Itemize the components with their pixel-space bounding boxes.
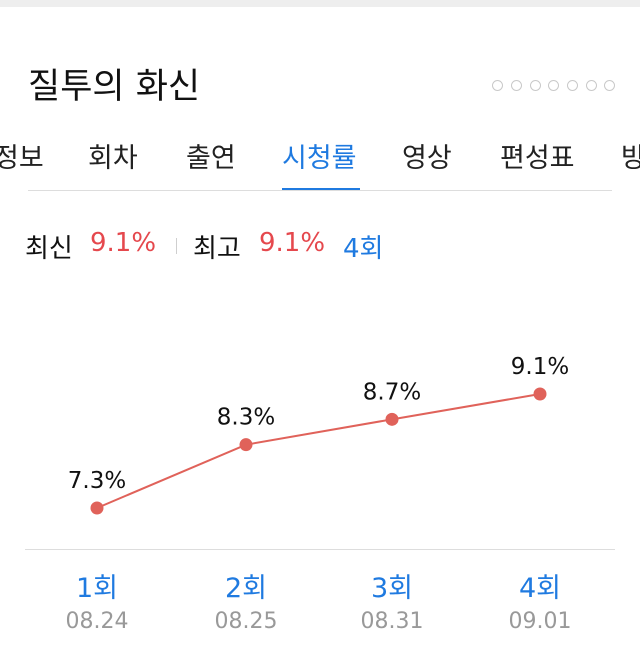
tab-ratings[interactable]: 시청률 [282,143,357,174]
page-dot[interactable] [492,80,503,91]
data-point [533,387,547,401]
tab-cast[interactable]: 출연 [186,143,236,174]
tab-more[interactable]: 방 [621,143,640,174]
air-date-label: 08.31 [360,609,424,634]
air-date-label: 08.24 [65,609,129,634]
best-label: 최고 [193,234,241,264]
page-title: 질투의 화신 [28,67,201,107]
data-label: 9.1% [511,354,569,380]
episode-tick[interactable]: 1회 08.24 [37,566,157,634]
data-label: 7.3% [68,468,126,494]
tab-schedule[interactable]: 편성표 [500,143,575,174]
tab-bar: 정보 회차 출연 시청률 영상 편성표 방 [0,128,640,192]
episode-label: 4회 [518,573,562,604]
episode-tick[interactable]: 3회 08.31 [332,566,452,634]
active-tab-indicator [282,188,360,191]
tab-info[interactable]: 정보 [0,143,44,174]
data-label: 8.7% [363,379,421,405]
episode-label: 2회 [224,573,268,604]
chart-baseline [25,549,615,550]
data-point [385,412,399,426]
ratings-line [96,393,541,509]
page-dot-active[interactable] [548,80,559,91]
page-dot[interactable] [586,80,597,91]
page-dot[interactable] [604,80,615,91]
summary-separator [176,238,177,254]
tab-videos[interactable]: 영상 [402,143,452,174]
episode-label: 1회 [75,573,119,604]
episode-tick[interactable]: 4회 09.01 [480,566,600,634]
latest-value: 9.1% [90,228,157,258]
latest-label: 최신 [25,234,73,264]
page-dot[interactable] [530,80,541,91]
episode-label: 3회 [370,573,414,604]
air-date-label: 08.25 [214,609,278,634]
air-date-label: 09.01 [508,609,572,634]
best-episode: 4회 [343,234,384,264]
page-dot[interactable] [511,80,522,91]
ratings-line-chart: 7.3% 8.3% 8.7% 9.1% [68,354,569,515]
tabs-divider [28,190,612,191]
episode-tick[interactable]: 2회 08.25 [186,566,306,634]
data-point [239,438,253,452]
page-dot[interactable] [567,80,578,91]
best-value: 9.1% [259,228,326,258]
tab-episodes[interactable]: 회차 [88,143,138,174]
top-strip [0,0,640,7]
data-point [90,501,104,515]
data-label: 8.3% [217,405,275,431]
